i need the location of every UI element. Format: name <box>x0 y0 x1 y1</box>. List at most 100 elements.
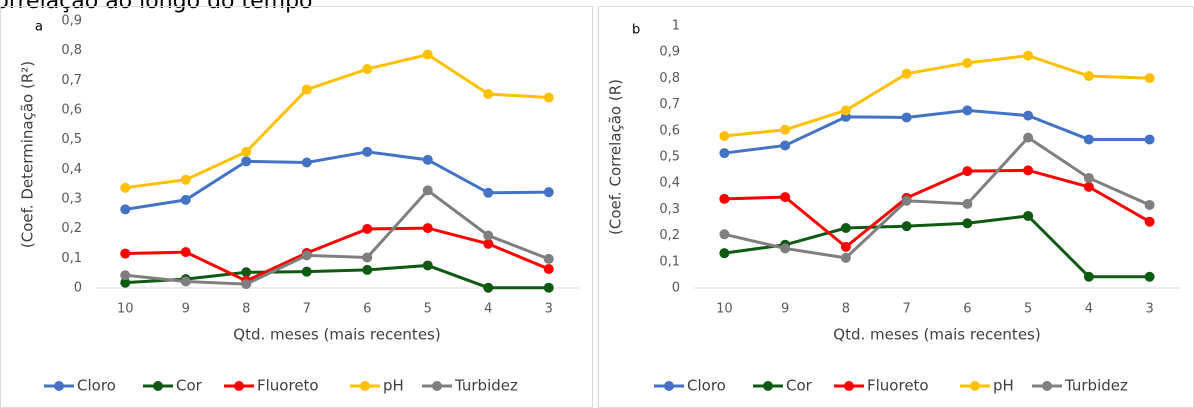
legend-label: Turbidez <box>1064 377 1128 395</box>
data-point <box>120 248 131 259</box>
x-tick-label: 7 <box>902 302 910 317</box>
data-point <box>180 194 191 205</box>
data-point <box>719 131 730 142</box>
x-tick-label: 9 <box>781 302 789 317</box>
series-line <box>125 263 549 290</box>
series-line <box>125 150 549 211</box>
data-point <box>901 112 912 123</box>
data-point <box>901 195 912 206</box>
data-point <box>422 49 433 60</box>
series-line <box>724 54 1150 138</box>
legend-marker <box>153 381 163 391</box>
data-point <box>180 276 191 287</box>
y-tick-label: 0,7 <box>61 73 82 88</box>
legend-label: Cloro <box>77 377 116 395</box>
data-point <box>543 264 554 275</box>
data-point <box>362 146 373 157</box>
panel-label: b <box>632 23 640 38</box>
data-point <box>483 88 494 99</box>
data-point <box>840 105 851 116</box>
data-point <box>422 154 433 165</box>
legend-label: Cor <box>786 377 813 395</box>
data-point <box>1083 172 1094 183</box>
data-point <box>483 187 494 198</box>
y-tick-label: 0,8 <box>659 71 680 86</box>
y-tick-label: 0,9 <box>61 14 82 29</box>
x-tick-label: 6 <box>963 302 971 317</box>
legend-marker <box>432 381 442 391</box>
data-point <box>301 266 312 277</box>
y-tick-label: 0,1 <box>659 254 680 269</box>
legend-label: Cloro <box>687 377 726 395</box>
legend-marker <box>54 381 64 391</box>
data-point <box>241 267 252 278</box>
x-tick-label: 4 <box>484 302 492 317</box>
data-point <box>543 92 554 103</box>
data-point <box>962 105 973 116</box>
data-point <box>719 229 730 240</box>
legend-marker <box>1042 381 1052 391</box>
y-tick-label: 0,4 <box>659 176 680 191</box>
data-point <box>1144 73 1155 84</box>
data-point <box>1144 199 1155 210</box>
y-tick-label: 0,3 <box>659 202 680 217</box>
data-point <box>719 193 730 204</box>
series-line <box>125 188 550 286</box>
data-point <box>422 223 433 234</box>
legend-marker <box>664 381 674 391</box>
legend-label: pH <box>383 377 404 395</box>
x-tick-label: 3 <box>545 302 553 317</box>
data-point <box>422 185 433 196</box>
panel-label: a <box>35 20 43 35</box>
data-point <box>901 68 912 79</box>
data-point <box>483 282 494 293</box>
data-point <box>241 146 252 157</box>
legend-label: Fluoreto <box>867 377 929 395</box>
y-tick-label: 0 <box>74 281 82 296</box>
x-tick-label: 6 <box>363 302 371 317</box>
y-tick-label: 0,2 <box>61 221 82 236</box>
y-tick-label: 0,7 <box>659 97 680 112</box>
data-point <box>1023 50 1034 61</box>
data-point <box>483 230 494 241</box>
data-point <box>840 241 851 252</box>
data-point <box>719 148 730 159</box>
legend-marker <box>360 381 370 391</box>
data-point <box>962 198 973 209</box>
data-point <box>543 253 554 264</box>
series-line <box>724 108 1150 155</box>
data-point <box>241 279 252 290</box>
legend-marker <box>970 381 980 391</box>
y-tick-label: 0,4 <box>61 162 82 177</box>
data-point <box>362 252 373 263</box>
x-tick-label: 7 <box>303 302 311 317</box>
data-point <box>1083 181 1094 192</box>
data-point <box>1023 132 1034 143</box>
x-axis-title: Qtd. meses (mais recentes) <box>833 326 1040 344</box>
data-point <box>301 250 312 261</box>
legend-marker <box>234 381 244 391</box>
panel-frame <box>0 6 593 408</box>
series-line <box>125 226 550 283</box>
y-tick-label: 0,5 <box>61 132 82 147</box>
data-point <box>901 221 912 232</box>
y-tick-label: 0,2 <box>659 228 680 243</box>
data-point <box>1144 134 1155 145</box>
x-tick-label: 5 <box>1024 302 1032 317</box>
x-tick-label: 3 <box>1145 302 1153 317</box>
data-point <box>483 238 494 249</box>
series-line <box>724 214 1150 279</box>
legend-label: pH <box>993 377 1014 395</box>
data-point <box>241 156 252 167</box>
x-axis-title: Qtd. meses (mais recentes) <box>233 326 440 344</box>
x-tick-label: 10 <box>117 302 134 317</box>
x-tick-label: 10 <box>716 302 733 317</box>
data-point <box>301 84 312 95</box>
data-point <box>780 124 791 135</box>
y-tick-label: 0 <box>672 281 680 296</box>
x-tick-label: 5 <box>424 302 432 317</box>
y-tick-label: 0,6 <box>659 123 680 138</box>
data-point <box>301 157 312 168</box>
data-point <box>962 218 973 229</box>
data-point <box>962 166 973 177</box>
